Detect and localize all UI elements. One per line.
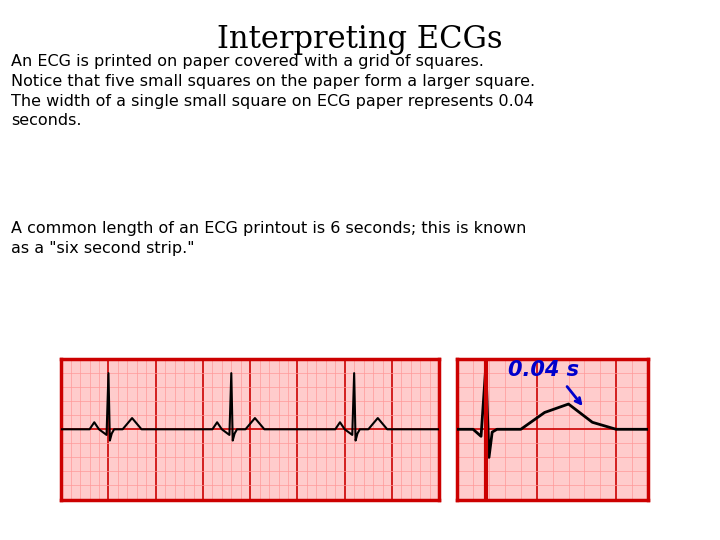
Text: Interpreting ECGs: Interpreting ECGs: [217, 24, 503, 55]
Text: A common length of an ECG printout is 6 seconds; this is known
as a "six second : A common length of an ECG printout is 6 …: [11, 221, 526, 256]
Text: 0.04 s: 0.04 s: [508, 360, 579, 380]
Text: An ECG is printed on paper covered with a grid of squares.
Notice that five smal: An ECG is printed on paper covered with …: [11, 54, 535, 129]
